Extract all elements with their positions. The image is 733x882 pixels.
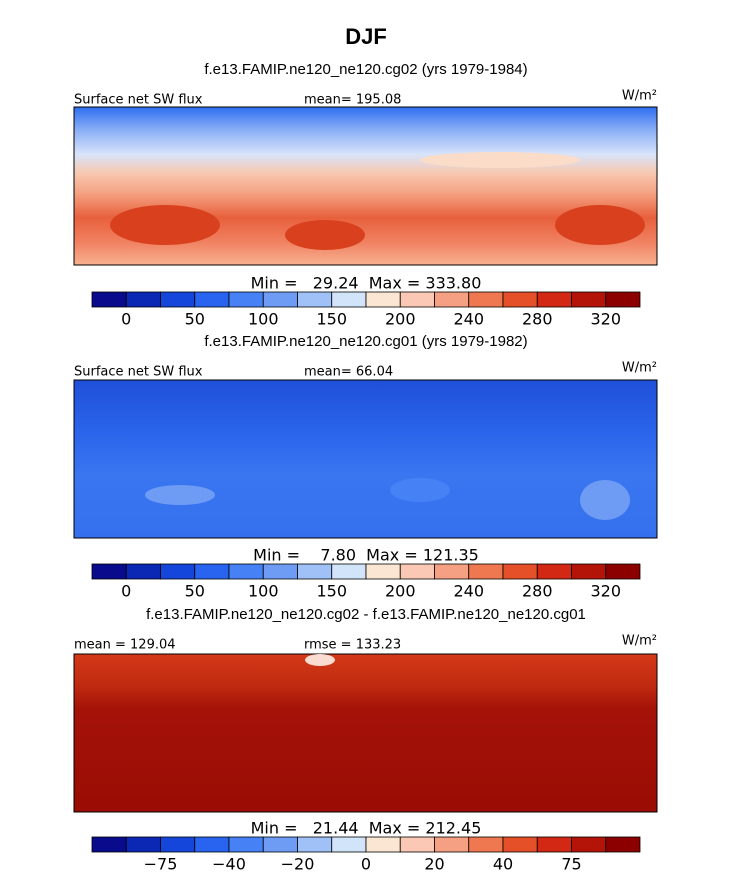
- center-label: rmse = 133.23: [304, 638, 401, 653]
- colorbar-box: [365, 836, 401, 853]
- units: W/m²: [622, 634, 657, 649]
- colorbar-box: [91, 836, 127, 853]
- colorbar-label: 240: [453, 310, 484, 329]
- colorbar-box: [194, 291, 230, 308]
- colorbar-box: [160, 836, 196, 853]
- colorbar-label: −40: [212, 855, 246, 874]
- colorbar-box: [297, 836, 333, 853]
- colorbar-label: 240: [453, 582, 484, 601]
- colorbar-label: 0: [121, 310, 131, 329]
- colorbar-label: 75: [561, 855, 581, 874]
- colorbar-label: −20: [281, 855, 315, 874]
- colorbar-box: [571, 836, 607, 853]
- colorbar-box: [194, 836, 230, 853]
- min-max: Min = 29.24 Max = 333.80: [251, 274, 482, 293]
- colorbar-box: [536, 836, 572, 853]
- panel-subtitle: f.e13.FAMIP.ne120_ne120.cg02 - f.e13.FAM…: [146, 606, 586, 623]
- colorbar-box: [502, 836, 538, 853]
- map-3: [73, 653, 658, 813]
- colorbar-label: 150: [316, 310, 347, 329]
- colorbar-label: 200: [385, 582, 416, 601]
- left-label: Surface net SW flux: [74, 93, 203, 108]
- map-1: [73, 106, 658, 266]
- colorbar-box: [297, 563, 333, 580]
- figure-title: DJF: [345, 24, 387, 49]
- colorbar-box: [125, 291, 161, 308]
- panel-subtitle: f.e13.FAMIP.ne120_ne120.cg01 (yrs 1979-1…: [204, 333, 527, 350]
- colorbar-box: [571, 291, 607, 308]
- colorbar-label: 0: [361, 855, 371, 874]
- colorbar-box: [194, 563, 230, 580]
- colorbar-label: 100: [248, 582, 279, 601]
- center-label: mean= 195.08: [304, 93, 401, 108]
- colorbar-label: 200: [385, 310, 416, 329]
- units: W/m²: [622, 89, 657, 104]
- colorbar-label: 40: [493, 855, 513, 874]
- colorbar-box: [365, 291, 401, 308]
- left-label: mean = 129.04: [74, 638, 176, 653]
- colorbar-box: [502, 291, 538, 308]
- colorbar-label: 320: [590, 582, 621, 601]
- colorbar-box: [434, 836, 470, 853]
- colorbar-box: [434, 563, 470, 580]
- colorbar-label: 50: [185, 582, 205, 601]
- colorbar-box: [399, 291, 435, 308]
- colorbar-box: [125, 836, 161, 853]
- map-2: [73, 379, 658, 539]
- colorbar-box: [331, 563, 367, 580]
- colorbar-box: [228, 836, 264, 853]
- colorbar-label: 20: [424, 855, 444, 874]
- colorbar-box: [605, 291, 641, 308]
- colorbar-box: [605, 563, 641, 580]
- colorbar-label: 280: [522, 310, 553, 329]
- colorbar-box: [331, 836, 367, 853]
- colorbar-label: 280: [522, 582, 553, 601]
- colorbar-box: [536, 563, 572, 580]
- colorbar-box: [297, 291, 333, 308]
- colorbar-box: [160, 563, 196, 580]
- colorbar-box: [91, 563, 127, 580]
- colorbar-box: [468, 836, 504, 853]
- colorbar-label: 150: [316, 582, 347, 601]
- colorbar-box: [502, 563, 538, 580]
- left-label: Surface net SW flux: [74, 365, 203, 380]
- colorbar-box: [365, 563, 401, 580]
- colorbar-box: [228, 563, 264, 580]
- colorbar-box: [468, 291, 504, 308]
- units: W/m²: [622, 361, 657, 376]
- colorbar-box: [228, 291, 264, 308]
- colorbar-box: [331, 291, 367, 308]
- min-max: Min = 7.80 Max = 121.35: [253, 546, 479, 565]
- min-max: Min = 21.44 Max = 212.45: [251, 819, 482, 838]
- colorbar-label: 100: [248, 310, 279, 329]
- colorbar-box: [125, 563, 161, 580]
- colorbar-box: [399, 563, 435, 580]
- colorbar-box: [536, 291, 572, 308]
- colorbar-box: [262, 836, 298, 853]
- colorbar-box: [434, 291, 470, 308]
- colorbar-box: [399, 836, 435, 853]
- colorbar-box: [160, 291, 196, 308]
- colorbar-label: −75: [144, 855, 178, 874]
- colorbar-box: [468, 563, 504, 580]
- colorbar-label: 50: [185, 310, 205, 329]
- colorbar-box: [262, 291, 298, 308]
- center-label: mean= 66.04: [304, 365, 393, 380]
- colorbar-label: 320: [590, 310, 621, 329]
- colorbar-box: [571, 563, 607, 580]
- panel-subtitle: f.e13.FAMIP.ne120_ne120.cg02 (yrs 1979-1…: [204, 61, 527, 78]
- colorbar-box: [605, 836, 641, 853]
- colorbar-label: 0: [121, 582, 131, 601]
- colorbar-box: [262, 563, 298, 580]
- colorbar-box: [91, 291, 127, 308]
